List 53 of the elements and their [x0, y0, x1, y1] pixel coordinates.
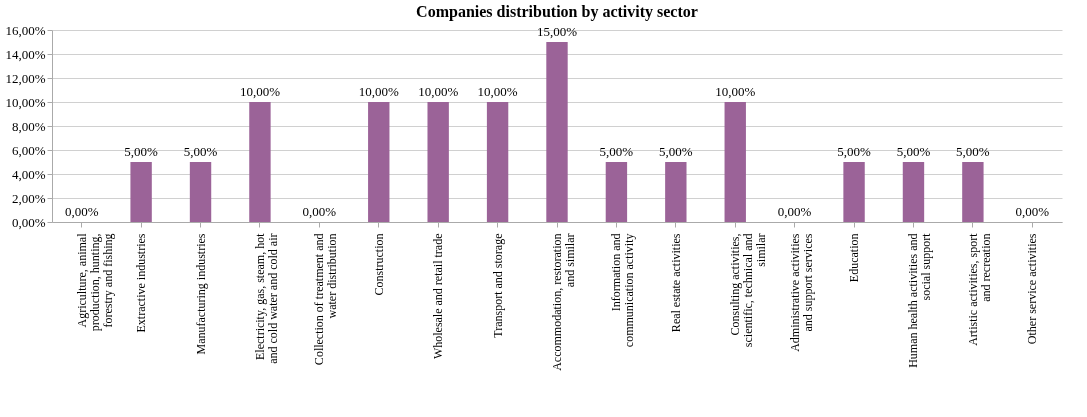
y-tick-label: 4,00%: [11, 166, 46, 182]
bar: [843, 162, 865, 222]
bar: [368, 102, 390, 222]
x-tick-label: Wholesale and retail trade: [431, 233, 446, 360]
x-tick-label: Extractive industries: [134, 233, 149, 333]
x-tick-label: Electricity, gas, steam, hot and cold water and cold air: [252, 232, 280, 364]
data-label: 5,00%: [837, 144, 872, 159]
x-tick-label: Accommodation, restoration and similar: [550, 233, 577, 371]
bar: [724, 102, 746, 222]
data-label: 5,00%: [183, 144, 218, 159]
bar: [427, 102, 449, 222]
data-label: 15,00%: [536, 24, 578, 39]
data-label: 10,00%: [239, 84, 281, 99]
chart-title: Companies distribution by activity sector: [416, 3, 698, 21]
x-tick-label: Construction: [371, 233, 386, 296]
bar: [605, 162, 628, 222]
x-tick-label: Manufacturing industries: [193, 233, 208, 355]
data-label: 10,00%: [715, 84, 756, 99]
x-tick-label: Human health activities and social support: [906, 232, 934, 368]
y-tick-label: 14,00%: [5, 46, 46, 62]
data-label: 10,00%: [358, 84, 399, 99]
y-tick-label: 10,00%: [5, 94, 46, 110]
bar: [902, 162, 925, 222]
y-tick-label: 6,00%: [11, 142, 46, 158]
x-tick-label: Education: [847, 233, 862, 283]
y-tick-label: 8,00%: [11, 118, 46, 134]
bar: [249, 102, 271, 222]
data-label: 5,00%: [124, 144, 159, 159]
y-tick-label: 12,00%: [5, 70, 46, 86]
bar: [546, 42, 568, 222]
y-tick-label: 2,00%: [11, 190, 46, 206]
y-tick-label: 16,00%: [5, 22, 46, 38]
data-label: 5,00%: [659, 144, 693, 159]
x-tick-label: Consulting activities, scientific, technical and similar: [728, 233, 769, 348]
bar: [130, 162, 152, 222]
data-label: 10,00%: [477, 84, 518, 99]
x-tick-label: Other service activities: [1025, 233, 1040, 345]
data-label: 0,00%: [1015, 204, 1050, 219]
data-label: 0,00%: [777, 204, 812, 219]
y-tick-label: 0,00%: [11, 214, 46, 230]
data-label: 5,00%: [956, 144, 990, 159]
bar: [962, 162, 984, 222]
x-tick-label: Transport and storage: [490, 233, 505, 338]
x-tick-label: Real estate activities: [668, 233, 683, 333]
data-label: 5,00%: [896, 144, 931, 159]
x-tick-label: Agriculture, animal production, hunting, forestry and fishing: [74, 232, 115, 332]
data-label: 10,00%: [418, 84, 459, 99]
bar: [486, 102, 509, 222]
bar: [189, 162, 212, 222]
data-label: 5,00%: [599, 144, 634, 159]
bar: [665, 162, 687, 222]
data-label: 0,00%: [302, 204, 337, 219]
data-label: 0,00%: [64, 204, 99, 219]
